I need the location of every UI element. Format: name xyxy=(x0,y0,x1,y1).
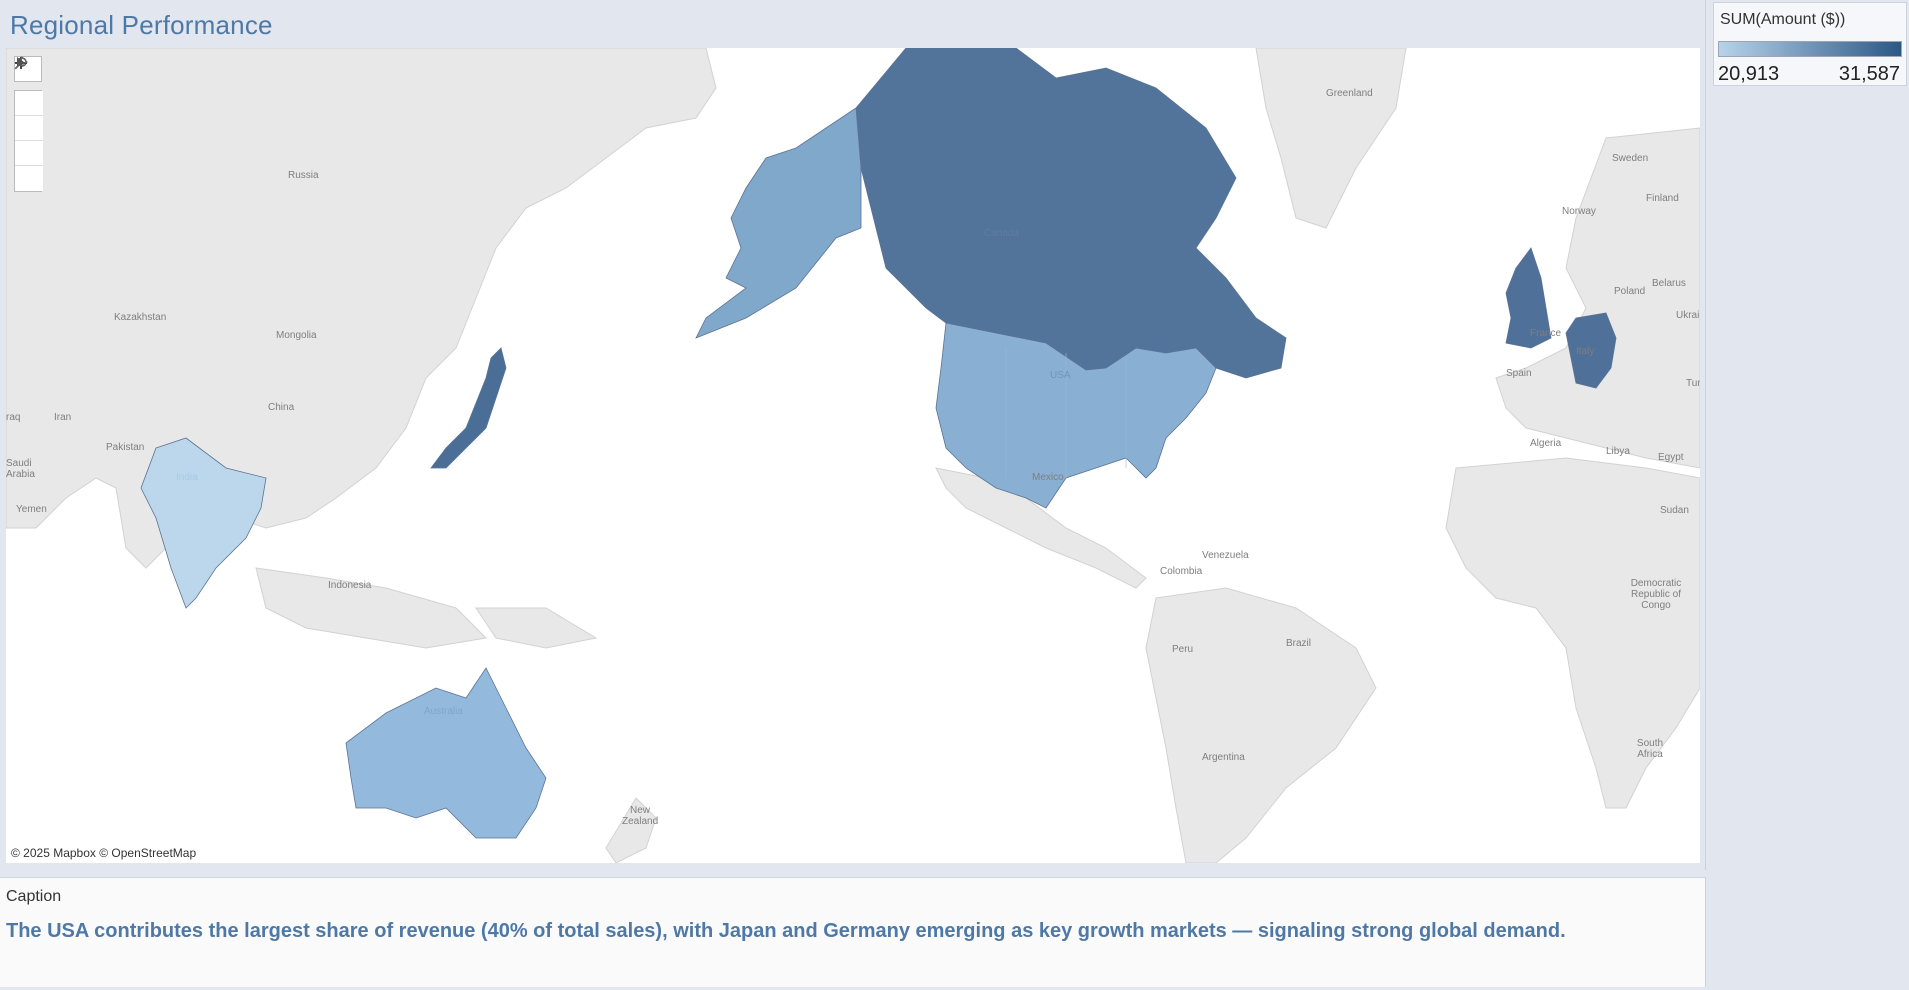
label-greenland: Greenland xyxy=(1326,88,1373,99)
label-italy: Italy xyxy=(1576,346,1595,357)
label-poland: Poland xyxy=(1614,286,1646,297)
label-norway: Norway xyxy=(1562,206,1596,217)
caption-label: Caption xyxy=(6,888,62,905)
label-iraq: raq xyxy=(6,412,21,423)
label-libya: Libya xyxy=(1606,446,1630,457)
label-argentina: Argentina xyxy=(1202,752,1245,763)
state-lines xyxy=(1005,348,1127,478)
map-canvas xyxy=(6,48,1700,863)
label-colombia: Colombia xyxy=(1160,566,1203,577)
caption-panel: Caption The USA contributes the largest … xyxy=(0,877,1706,987)
map-toolbar xyxy=(14,56,43,192)
label-saudi: Saudi Arabia xyxy=(6,458,35,480)
label-yemen: Yemen xyxy=(16,504,47,515)
label-venezuela: Venezuela xyxy=(1202,550,1249,561)
land-asia xyxy=(6,48,717,569)
page-title: Regional Performance xyxy=(10,10,273,40)
label-pakistan: Pakistan xyxy=(106,442,145,453)
label-sweden: Sweden xyxy=(1612,153,1649,164)
label-india: India xyxy=(176,472,198,483)
zoom-controls xyxy=(14,56,43,192)
region-australia[interactable] xyxy=(345,667,547,839)
legend-gradient-bar xyxy=(1718,41,1902,57)
label-sudan: Sudan xyxy=(1660,505,1689,516)
legend-title: SUM(Amount ($)) xyxy=(1720,11,1846,28)
label-russia: Russia xyxy=(288,170,319,181)
label-finland: Finland xyxy=(1646,193,1679,204)
caption-text: The USA contributes the largest share of… xyxy=(6,920,1566,942)
legend-min-value: 20,913 xyxy=(1718,63,1780,85)
minus-icon[interactable] xyxy=(15,62,43,141)
region-japan[interactable] xyxy=(430,347,507,469)
label-ukraine: Ukrai xyxy=(1676,310,1700,321)
label-kazakhstan: Kazakhstan xyxy=(114,312,167,323)
label-algeria: Algeria xyxy=(1530,438,1562,449)
play-icon[interactable] xyxy=(15,57,43,191)
base-land xyxy=(6,48,1700,863)
label-indonesia: Indonesia xyxy=(328,580,372,591)
land-south-america xyxy=(1145,587,1377,863)
plus-icon[interactable] xyxy=(15,57,43,116)
label-canada: Canada xyxy=(984,228,1020,239)
label-south-africa: South Africa xyxy=(1636,738,1664,760)
region-uk[interactable] xyxy=(1505,247,1552,349)
land-indonesia xyxy=(255,567,488,649)
land-new-zealand xyxy=(605,797,657,863)
land-new-guinea xyxy=(475,607,598,649)
label-turkey: Tur xyxy=(1686,378,1700,389)
legend-max-value: 31,587 xyxy=(1838,63,1900,85)
label-belarus: Belarus xyxy=(1652,278,1686,289)
map-view[interactable]: Russia Greenland Sweden Finland Norway B… xyxy=(6,48,1700,863)
label-france: France xyxy=(1530,328,1562,339)
label-brazil: Brazil xyxy=(1286,638,1312,649)
label-new-zealand: New Zealand xyxy=(622,805,659,827)
label-iran: Iran xyxy=(54,412,72,423)
label-usa: USA xyxy=(1050,370,1071,381)
color-legend[interactable]: SUM(Amount ($)) 20,913 31,587 xyxy=(1713,2,1907,86)
region-india[interactable] xyxy=(140,437,267,609)
label-australia: Australia xyxy=(424,706,463,717)
map-attribution: © 2025 Mapbox © OpenStreetMap xyxy=(11,846,197,860)
label-peru: Peru xyxy=(1172,644,1194,655)
label-mongolia: Mongolia xyxy=(276,330,317,341)
land-europe xyxy=(1495,127,1700,469)
region-canada[interactable] xyxy=(855,48,1287,379)
label-mexico: Mexico xyxy=(1032,472,1064,483)
label-egypt: Egypt xyxy=(1658,452,1684,463)
land-greenland xyxy=(1255,48,1407,229)
region-alaska[interactable] xyxy=(695,107,862,339)
label-spain: Spain xyxy=(1506,368,1532,379)
label-china: China xyxy=(268,402,295,413)
label-drc: Democratic Republic of Congo xyxy=(1630,578,1682,611)
region-germany[interactable] xyxy=(1565,312,1617,389)
dashboard-main-panel: Regional Performance xyxy=(6,0,1706,870)
land-africa xyxy=(1445,457,1700,809)
pin-icon[interactable] xyxy=(14,56,43,166)
